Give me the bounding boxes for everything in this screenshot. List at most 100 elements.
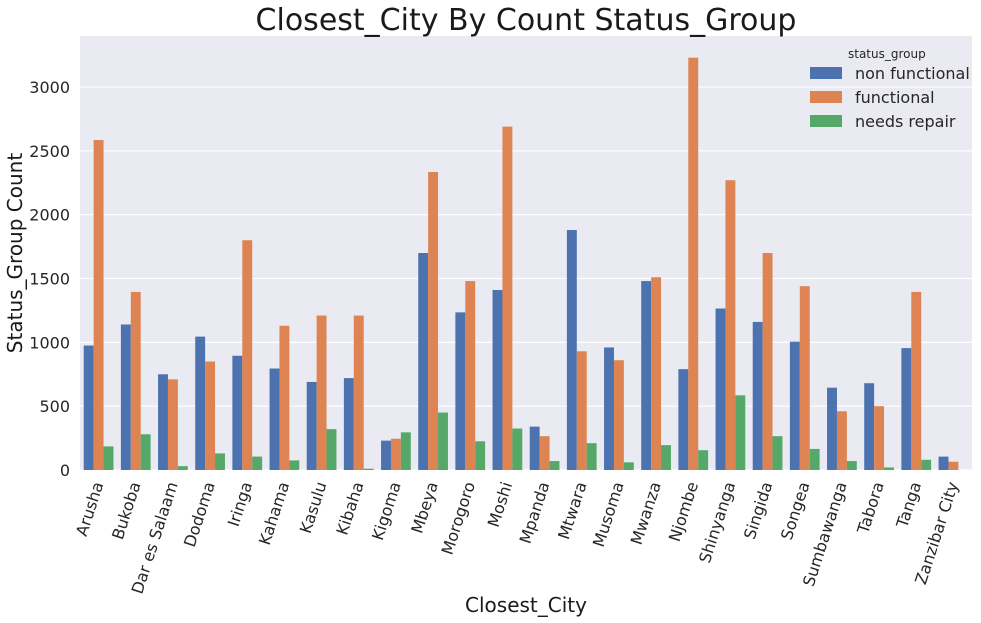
bar-non-functional-mwanza (641, 281, 652, 470)
bar-non-functional-tanga (901, 348, 912, 470)
bar-needs-repair-songea (809, 448, 820, 470)
bar-functional-zanzibar-city (948, 461, 959, 470)
bar-functional-musoma (613, 360, 624, 470)
bar-functional-kasulu (316, 315, 327, 470)
y-tick-label: 2000 (29, 206, 70, 225)
bar-non-functional-mbeya (418, 253, 429, 470)
x-tick-label: Iringa (224, 479, 256, 528)
bar-non-functional-sumbawanga (827, 387, 837, 470)
bar-functional-arusha (93, 140, 104, 470)
bar-non-functional-morogoro (455, 312, 466, 470)
x-tick-label: Tabora (853, 479, 888, 536)
bar-needs-repair-kasulu (326, 429, 337, 470)
bar-needs-repair-kibaha (363, 468, 374, 470)
bar-non-functional-tabora (864, 383, 875, 470)
bar-needs-repair-musoma (623, 462, 634, 470)
x-tick-label: Mwanza (627, 479, 665, 547)
bar-functional-mwanza (651, 277, 662, 470)
x-tick-label: Singida (740, 479, 776, 541)
bar-functional-bukoba (130, 291, 141, 470)
bar-functional-tanga (911, 291, 922, 470)
bar-non-functional-bukoba (120, 324, 131, 470)
bar-needs-repair-bukoba (140, 434, 151, 470)
bar-non-functional-iringa (232, 355, 243, 470)
bar-functional-morogoro (465, 281, 476, 470)
bar-non-functional-kahama (269, 368, 280, 470)
bar-needs-repair-mtwara (586, 443, 597, 470)
bar-non-functional-moshi (492, 290, 503, 470)
y-axis-ticks: 0 500 1000 1500 2000 2500 3000 (29, 78, 70, 480)
bar-non-functional-dodoma (195, 336, 206, 470)
y-tick-label: 2500 (29, 142, 70, 161)
bar-functional-iringa (242, 240, 253, 470)
bar-needs-repair-arusha (103, 446, 114, 470)
bar-functional-njombe (688, 57, 699, 470)
bar-needs-repair-morogoro (475, 441, 486, 470)
x-tick-label: Kibaha (333, 479, 368, 537)
y-tick-label: 1500 (29, 270, 70, 289)
bar-non-functional-mtwara (566, 230, 577, 470)
x-tick-label: Tanga (892, 479, 925, 531)
bar-non-functional-musoma (604, 347, 614, 470)
bar-needs-repair-sumbawanga (846, 461, 857, 470)
y-tick-label: 0 (60, 461, 70, 480)
bar-needs-repair-moshi (512, 428, 523, 470)
y-tick-label: 1000 (29, 333, 70, 352)
bar-non-functional-dar-es-salaam (158, 374, 168, 470)
plot-area (80, 36, 972, 470)
bar-functional-mtwara (576, 351, 587, 470)
legend-swatch (810, 91, 842, 103)
x-tick-label: Moshi (484, 479, 516, 529)
bar-needs-repair-mpanda (549, 461, 560, 470)
bar-functional-songea (799, 286, 810, 470)
x-tick-label: Morogoro (438, 479, 479, 557)
bar-non-functional-zanzibar-city (938, 456, 949, 470)
y-axis-label: Status_Group Count (3, 153, 27, 354)
bar-non-functional-arusha (83, 345, 94, 470)
bar-needs-repair-shinyanga (735, 395, 746, 470)
grid-lines (80, 86, 972, 471)
bar-functional-kibaha (353, 315, 364, 470)
legend-label: needs repair (855, 112, 956, 131)
bar-non-functional-kibaha (343, 378, 354, 470)
bar-functional-kahama (279, 325, 290, 470)
bar-functional-moshi (502, 126, 513, 471)
legend-title: status_group (848, 47, 926, 61)
x-axis-label: Closest_City (465, 593, 587, 617)
bar-needs-repair-mbeya (438, 412, 448, 470)
x-tick-label: Mtwara (554, 479, 590, 541)
bar-non-functional-kigoma (381, 440, 391, 470)
y-tick-label: 500 (39, 397, 70, 416)
bar-functional-mbeya (428, 171, 439, 470)
bar-functional-tabora (874, 406, 885, 470)
x-tick-label: Kigoma (368, 479, 405, 542)
bar-needs-repair-tabora (884, 467, 894, 470)
bar-needs-repair-tanga (921, 459, 932, 470)
chart-title: Closest_City By Count Status_Group (256, 3, 797, 38)
x-tick-label: Musoma (589, 479, 628, 549)
bar-functional-kigoma (390, 438, 401, 470)
legend-swatch (810, 67, 842, 79)
bar-functional-dodoma (205, 361, 216, 470)
bar-functional-singida (762, 253, 773, 470)
bar-non-functional-mpanda (529, 426, 540, 470)
legend-swatch (810, 115, 842, 127)
legend-label: non functional (855, 64, 970, 83)
bar-non-functional-kasulu (306, 381, 317, 470)
legend: status_group non functional functional nee… (810, 47, 970, 131)
bar-needs-repair-dodoma (215, 453, 225, 470)
bar-needs-repair-kigoma (400, 432, 411, 470)
bars (83, 57, 959, 471)
bar-needs-repair-singida (772, 436, 783, 470)
legend-label: functional (855, 88, 935, 107)
x-tick-label: Kahama (255, 479, 293, 547)
bar-needs-repair-kahama (289, 460, 300, 470)
x-tick-label: Bukoba (108, 479, 144, 542)
bar-functional-dar-es-salaam (167, 379, 178, 470)
x-tick-label: Shinyanga (695, 479, 739, 565)
bar-functional-mpanda (539, 436, 550, 470)
x-tick-label: Kasulu (296, 479, 330, 535)
bar-needs-repair-njombe (698, 450, 709, 470)
